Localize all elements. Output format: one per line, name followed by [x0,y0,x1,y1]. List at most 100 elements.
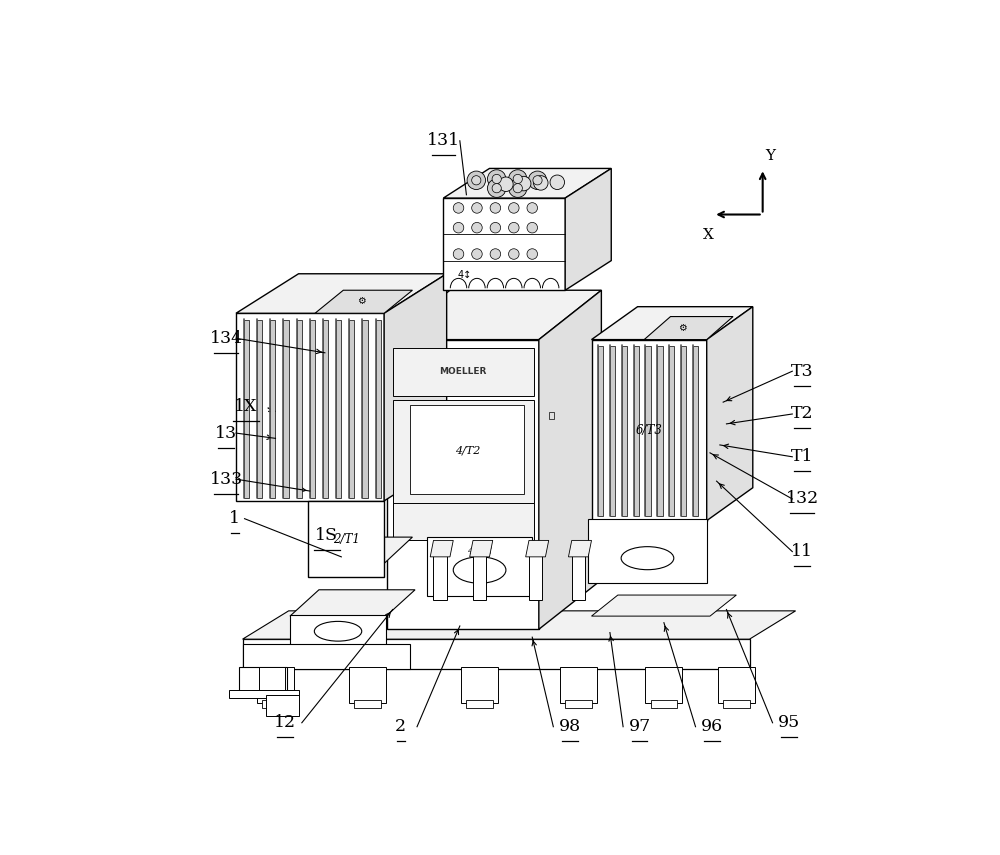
Polygon shape [336,320,341,498]
Text: 6/T3: 6/T3 [636,424,663,437]
Polygon shape [565,700,592,708]
Polygon shape [707,307,753,521]
Circle shape [467,171,486,190]
Polygon shape [588,519,707,583]
Text: 1S: 1S [315,528,338,545]
Polygon shape [236,274,447,313]
Polygon shape [560,668,597,703]
Circle shape [490,249,501,259]
Polygon shape [470,540,493,557]
Ellipse shape [621,546,674,569]
Text: 95: 95 [778,714,800,731]
Polygon shape [387,339,539,629]
Polygon shape [236,313,384,501]
Text: 4/T2: 4/T2 [467,545,492,555]
Polygon shape [723,700,750,708]
Circle shape [509,222,519,233]
Polygon shape [387,290,601,339]
Polygon shape [622,346,627,516]
Polygon shape [598,346,603,516]
Polygon shape [323,320,328,498]
Circle shape [472,203,482,213]
Text: ⚙: ⚙ [357,297,365,306]
Circle shape [527,203,538,213]
Circle shape [527,222,538,233]
Circle shape [490,203,501,213]
Polygon shape [262,700,289,708]
Polygon shape [266,695,299,716]
Circle shape [516,176,531,191]
Polygon shape [592,339,707,521]
Text: 97: 97 [628,718,651,735]
Polygon shape [393,400,534,504]
Polygon shape [243,644,410,669]
Polygon shape [592,595,736,616]
Text: 11: 11 [791,543,813,560]
Polygon shape [651,700,677,708]
Polygon shape [718,668,755,703]
Text: 2: 2 [395,718,406,735]
Circle shape [513,174,522,184]
Polygon shape [243,640,750,669]
Ellipse shape [314,622,362,641]
Polygon shape [239,668,287,692]
Polygon shape [290,615,386,646]
Polygon shape [529,544,542,599]
Polygon shape [243,610,796,640]
Circle shape [487,170,506,188]
Polygon shape [644,316,733,339]
Polygon shape [645,346,651,516]
Polygon shape [270,320,275,498]
Circle shape [509,170,527,188]
Circle shape [533,175,542,185]
Circle shape [499,177,513,192]
Polygon shape [466,700,493,708]
Circle shape [534,175,548,190]
Text: T2: T2 [791,405,813,422]
Polygon shape [443,198,565,290]
Polygon shape [645,668,682,703]
Text: MOELLER: MOELLER [439,367,487,375]
Polygon shape [592,307,753,339]
Polygon shape [427,537,532,597]
Polygon shape [376,320,381,498]
Circle shape [453,222,464,233]
Circle shape [453,249,464,259]
Polygon shape [473,544,486,599]
Text: 1: 1 [229,510,240,528]
Text: X: X [703,227,713,242]
Polygon shape [310,320,315,498]
Polygon shape [259,668,285,692]
Polygon shape [681,346,686,516]
Circle shape [527,249,538,259]
Text: 131: 131 [427,133,460,150]
Polygon shape [634,346,639,516]
Polygon shape [572,544,585,599]
Polygon shape [657,346,663,516]
Polygon shape [433,544,447,599]
Polygon shape [669,346,674,516]
Circle shape [550,175,565,190]
Polygon shape [349,668,386,703]
Text: 4/T2: 4/T2 [455,445,480,455]
Polygon shape [283,320,289,498]
Circle shape [487,179,506,198]
Polygon shape [252,690,292,697]
Polygon shape [693,346,698,516]
Circle shape [453,203,464,213]
Text: ⚙: ⚙ [678,322,687,333]
Text: 12: 12 [274,714,296,731]
Text: 132: 132 [786,491,819,507]
Polygon shape [393,503,534,540]
Circle shape [472,222,482,233]
Polygon shape [244,320,249,498]
Circle shape [528,171,547,190]
Polygon shape [461,668,498,703]
Polygon shape [549,412,554,419]
Text: 133: 133 [209,470,243,487]
Polygon shape [349,320,354,498]
Text: 4↕: 4↕ [458,270,472,280]
Polygon shape [308,501,384,576]
Polygon shape [443,168,611,198]
Polygon shape [257,320,262,498]
